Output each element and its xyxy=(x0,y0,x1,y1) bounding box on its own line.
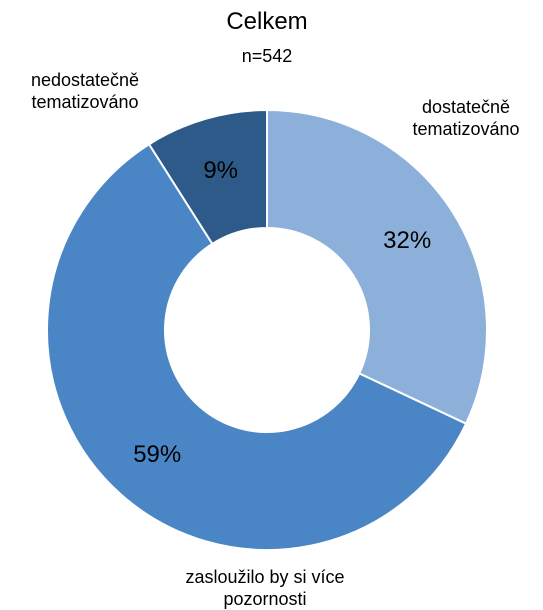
value-label: 9% xyxy=(203,156,239,184)
category-label: nedostatečně tematizováno xyxy=(30,70,140,112)
category-label: dostatečně tematizováno xyxy=(412,97,520,139)
value-label: 32% xyxy=(383,227,432,255)
chart-title: Celkem xyxy=(226,8,308,35)
value-label: 59% xyxy=(133,440,182,468)
donut-segment xyxy=(46,142,468,551)
category-label: zasloužilo by si více pozornosti xyxy=(185,567,345,609)
donut-segment xyxy=(266,108,488,426)
donut-segment xyxy=(147,108,268,246)
chart-subtitle: n=542 xyxy=(241,46,293,66)
